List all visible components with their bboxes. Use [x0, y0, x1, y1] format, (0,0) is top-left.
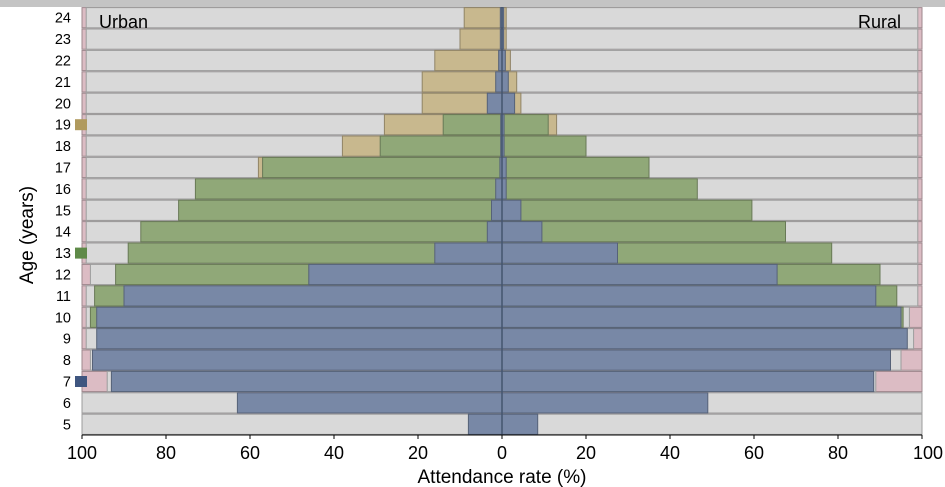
bar-s4-urban-age-7 [110, 370, 503, 393]
x-tick-label: 100 [913, 443, 943, 463]
bar-s3-rural-age-15 [501, 199, 753, 221]
age-label: 20 [55, 96, 71, 112]
bar-s1-rural-age-20 [501, 92, 919, 114]
age-label: 19 [55, 118, 71, 134]
x-axis-title: Attendance rate (%) [418, 467, 587, 487]
x-axis: 100 80 60 40 20 0 20 40 60 80 100 [67, 434, 943, 463]
age-label: 18 [55, 139, 71, 155]
age-label: 10 [55, 310, 71, 326]
bar-s4-rural-age-15 [501, 199, 522, 221]
bar-s3-rural-age-18 [501, 135, 587, 157]
bar-s4-urban-age-20 [486, 92, 503, 114]
x-tick-label: 40 [324, 443, 344, 463]
bar-s3-rural-age-17 [501, 156, 650, 179]
x-tick-label: 80 [156, 443, 176, 463]
bar-s1-rural-age-24 [501, 7, 919, 29]
bar-s4-urban-age-9 [96, 328, 503, 350]
age-label: 13 [55, 246, 71, 262]
bar-s4-rural-age-5 [501, 413, 539, 435]
bar-s1-urban-age-24 [85, 7, 503, 29]
bar-s2-urban-age-24 [463, 7, 503, 29]
age-label: 23 [55, 32, 71, 48]
age-label: 15 [55, 203, 71, 219]
age-tick-labels: 5 6 7 8 9 10 11 12 13 14 15 16 17 18 19 20 21 22 23 24 [55, 11, 71, 434]
x-tick-label: 0 [497, 443, 507, 463]
bar-s4-rural-age-7 [501, 370, 875, 393]
age-label: 12 [55, 268, 71, 284]
age-label: 24 [55, 11, 71, 27]
age-label: 7 [63, 375, 71, 391]
legend-marker-layer [75, 119, 87, 387]
bar-s4-urban-age-16 [495, 178, 503, 200]
bar-s3-urban-age-16 [194, 178, 503, 200]
age-label: 17 [55, 161, 71, 177]
bar-s4-rural-age-9 [501, 328, 908, 350]
age-label: 14 [55, 225, 71, 241]
bar-s4-urban-age-14 [486, 221, 503, 243]
x-tick-label: 40 [660, 443, 680, 463]
bar-s1-rural-age-23 [501, 28, 919, 50]
bar-s4-urban-age-21 [495, 71, 503, 93]
x-tick-label: 20 [576, 443, 596, 463]
bar-s1-rural-age-21 [501, 71, 919, 93]
bar-s3-urban-age-19 [442, 114, 503, 136]
bar-s4-urban-age-6 [236, 392, 503, 414]
age-label: 6 [63, 396, 71, 412]
bar-s4-rural-age-13 [501, 242, 618, 264]
bar-s2-urban-age-22 [434, 49, 503, 72]
window-top-strip [0, 0, 945, 7]
bar-s1-urban-age-23 [85, 28, 503, 50]
bar-s4-urban-age-11 [123, 285, 503, 307]
rural-side-label: Rural [858, 12, 901, 32]
x-tick-label: 60 [240, 443, 260, 463]
x-tick-label: 100 [67, 443, 97, 463]
x-tick-label: 20 [408, 443, 428, 463]
bar-s1-rural-age-19 [501, 114, 919, 136]
y-axis-title: Age (years) [17, 186, 38, 284]
age-label: 5 [63, 417, 71, 433]
bar-s4-urban-age-10 [96, 306, 503, 328]
urban-side-label: Urban [99, 12, 148, 32]
bar-s4-rural-age-8 [501, 349, 891, 371]
bar-s3-rural-age-16 [501, 178, 698, 200]
bar-s3-urban-age-17 [262, 156, 503, 179]
bar-s4-urban-age-8 [92, 349, 503, 371]
age-label: 16 [55, 182, 71, 198]
bar-s4-rural-age-21 [501, 71, 509, 93]
legend-marker-age-19 [75, 119, 87, 131]
bar-s1-urban-age-5 [81, 413, 503, 435]
bar-s4-urban-age-15 [491, 199, 503, 221]
age-label: 21 [55, 75, 71, 91]
bar-s4-urban-age-13 [434, 242, 503, 264]
age-label: 22 [55, 54, 71, 70]
x-tick-label: 80 [828, 443, 848, 463]
bar-layer [81, 7, 923, 435]
age-label: 9 [63, 332, 71, 348]
bar-s2-urban-age-23 [459, 28, 503, 50]
bar-s4-rural-age-11 [501, 285, 877, 307]
x-tick-label: 60 [744, 443, 764, 463]
bar-s3-rural-age-14 [501, 221, 786, 243]
bar-s4-rural-age-12 [501, 263, 778, 286]
bar-s4-rural-age-6 [501, 392, 709, 414]
bar-s4-rural-age-14 [501, 221, 543, 243]
bar-s4-rural-age-20 [501, 92, 516, 114]
bar-s1-rural-age-5 [501, 413, 923, 435]
bar-s4-urban-age-12 [308, 263, 503, 286]
age-label: 11 [56, 289, 71, 305]
bar-s4-urban-age-5 [467, 413, 503, 435]
age-label: 8 [63, 353, 71, 369]
bar-s3-urban-age-14 [140, 221, 503, 243]
bar-s3-urban-age-18 [379, 135, 503, 157]
legend-marker-age-7 [75, 376, 87, 387]
bar-s3-urban-age-15 [178, 199, 503, 221]
bar-s2-urban-age-21 [421, 71, 503, 93]
bar-s3-rural-age-19 [501, 114, 549, 136]
bar-s1-rural-age-22 [501, 49, 919, 72]
legend-marker-age-13 [75, 247, 87, 259]
bar-s4-rural-age-10 [501, 306, 902, 328]
